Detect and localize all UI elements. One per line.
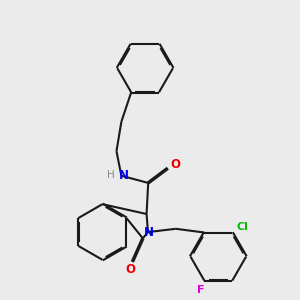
Text: O: O <box>126 262 136 276</box>
Text: N: N <box>144 226 154 238</box>
Text: F: F <box>197 285 205 295</box>
Text: Cl: Cl <box>236 222 248 232</box>
Text: O: O <box>170 158 180 171</box>
Text: H: H <box>107 170 115 180</box>
Text: N: N <box>119 169 129 182</box>
